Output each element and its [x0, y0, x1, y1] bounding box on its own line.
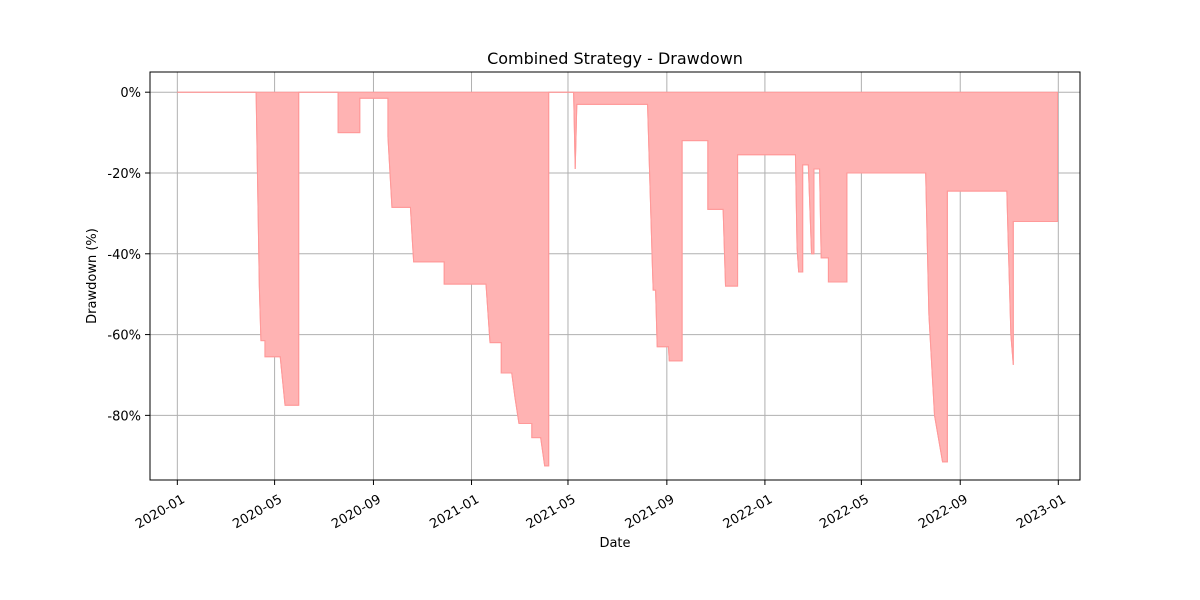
y-axis-label: Drawdown (%): [85, 228, 100, 324]
y-tick-label: 0%: [120, 86, 141, 101]
y-tick-label: -80%: [107, 409, 141, 424]
chart-title: Combined Strategy - Drawdown: [487, 49, 743, 68]
plot-series: [177, 91, 1058, 467]
y-tick-label: -60%: [107, 329, 141, 344]
y-tick-label: -20%: [107, 167, 141, 182]
drawdown-line: [177, 91, 1058, 467]
y-tick-label: -40%: [107, 248, 141, 263]
plot-frame: [149, 71, 1081, 481]
x-axis-label: Date: [599, 536, 630, 551]
